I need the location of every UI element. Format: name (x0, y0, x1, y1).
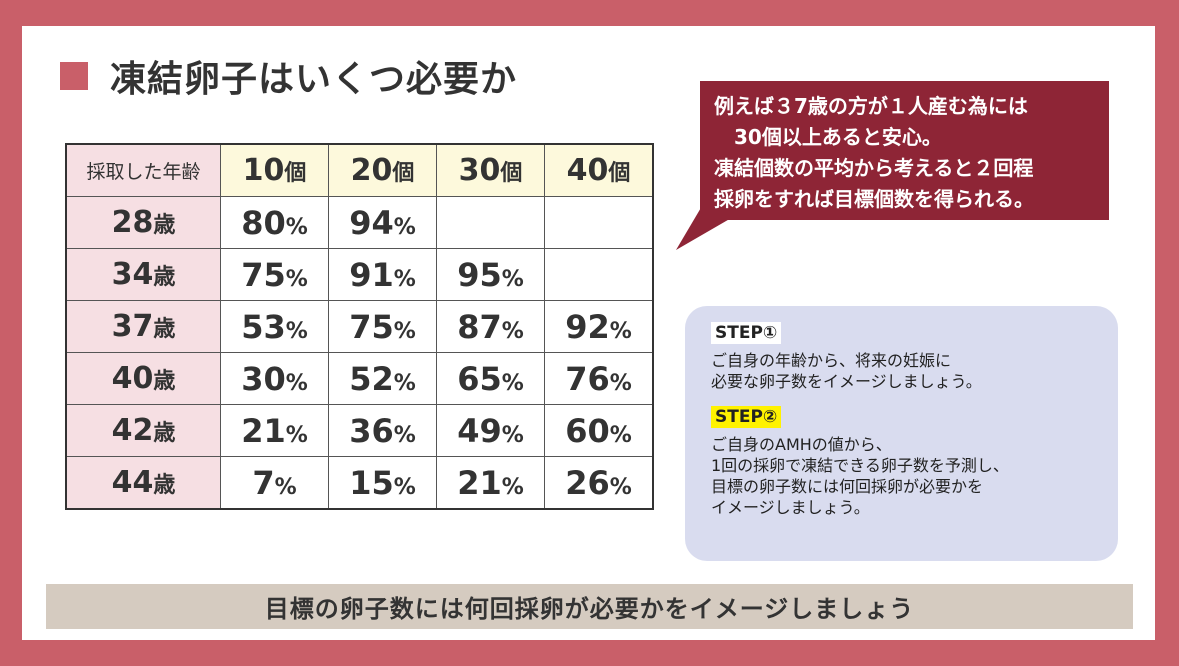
row-header-age: 44歳 (65, 456, 221, 510)
table-cell-empty (544, 248, 654, 301)
row-header-age: 42歳 (65, 404, 221, 457)
table-header-row: 採取した年齢 10個 20個 30個 40個 (65, 143, 654, 197)
column-header: 30個 (436, 143, 545, 197)
table-cell-empty (544, 196, 654, 249)
step2-text: ご自身のAMHの値から、 1回の採卵で凍結できる卵子数を予測し、 目標の卵子数に… (711, 435, 1009, 517)
table-row: 42歳 21% 36% 49% 60% (65, 404, 654, 457)
table-row: 44歳 7% 15% 21% 26% (65, 456, 654, 510)
table-cell: 87% (436, 300, 545, 353)
table-cell: 21% (220, 404, 329, 457)
speech-bubble: 例えば３7歳の方が１人産む為には 30個以上あると安心。 凍結個数の平均から考え… (700, 81, 1109, 220)
column-header: 40個 (544, 143, 654, 197)
row-header-age: 37歳 (65, 300, 221, 353)
table-cell: 75% (220, 248, 329, 301)
table-cell: 52% (328, 352, 437, 405)
table-cell: 21% (436, 456, 545, 510)
table-cell: 36% (328, 404, 437, 457)
column-header: 20個 (328, 143, 437, 197)
corner-label: 採取した年齢 (65, 143, 221, 197)
table-cell: 75% (328, 300, 437, 353)
success-rate-table: 採取した年齢 10個 20個 30個 40個 28歳 80% 94% 34歳 7… (65, 143, 654, 510)
table-cell: 94% (328, 196, 437, 249)
bubble-line: 凍結個数の平均から考えると２回程 (714, 156, 1034, 180)
row-header-age: 40歳 (65, 352, 221, 405)
summary-banner: 目標の卵子数には何回採卵が必要かをイメージしましょう (46, 584, 1133, 629)
table-row: 28歳 80% 94% (65, 196, 654, 249)
step1-label: STEP① (711, 322, 782, 344)
table-cell-empty (436, 196, 545, 249)
table-cell: 65% (436, 352, 545, 405)
table-cell: 92% (544, 300, 654, 353)
table-cell: 30% (220, 352, 329, 405)
step1-text: ご自身の年齢から、将来の妊娠に 必要な卵子数をイメージしましょう。 (711, 351, 982, 391)
table-cell: 7% (220, 456, 329, 510)
bubble-line: 例えば３7歳の方が１人産む為には (714, 94, 1028, 118)
table-cell: 15% (328, 456, 437, 510)
table-cell: 91% (328, 248, 437, 301)
table-cell: 49% (436, 404, 545, 457)
row-header-age: 28歳 (65, 196, 221, 249)
slide: 凍結卵子はいくつ必要か 採取した年齢 10個 20個 30個 40個 28歳 8… (22, 26, 1155, 640)
table-cell: 60% (544, 404, 654, 457)
column-header: 10個 (220, 143, 329, 197)
page-title: 凍結卵子はいくつ必要か (110, 59, 518, 100)
table-cell: 76% (544, 352, 654, 405)
step2-label: STEP② (711, 406, 782, 428)
table-cell: 53% (220, 300, 329, 353)
table-row: 37歳 53% 75% 87% 92% (65, 300, 654, 353)
bubble-line: 採卵をすれば目標個数を得られる。 (714, 187, 1034, 211)
title-square-icon (60, 62, 88, 90)
title-row: 凍結卵子はいくつ必要か (60, 50, 517, 102)
row-header-age: 34歳 (65, 248, 221, 301)
table-cell: 80% (220, 196, 329, 249)
table-cell: 26% (544, 456, 654, 510)
table-cell: 95% (436, 248, 545, 301)
table-row: 40歳 30% 52% 65% 76% (65, 352, 654, 405)
bubble-line: 30個以上あると安心。 (714, 125, 942, 149)
table-row: 34歳 75% 91% 95% (65, 248, 654, 301)
steps-panel: STEP① ご自身の年齢から、将来の妊娠に 必要な卵子数をイメージしましょう。 … (685, 306, 1118, 561)
